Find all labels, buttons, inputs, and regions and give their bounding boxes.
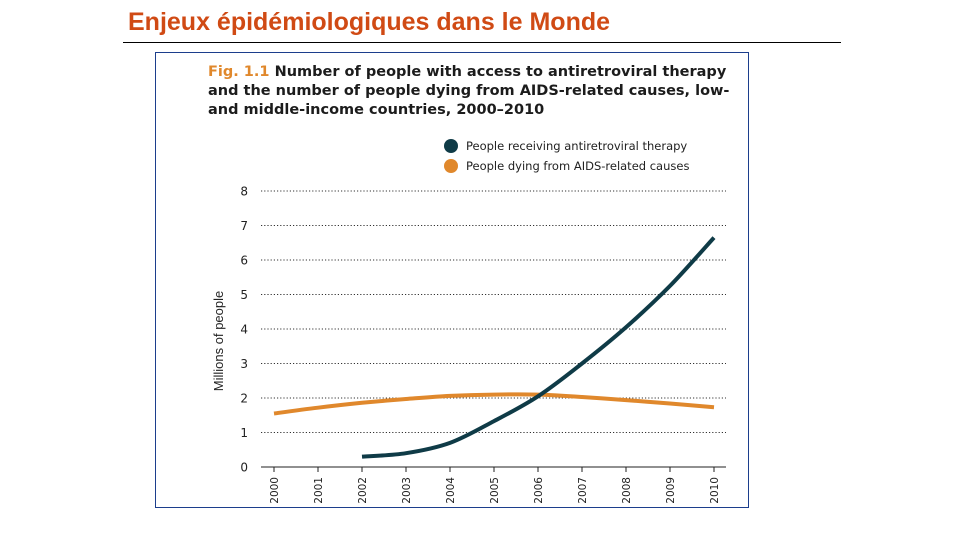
x-tick-label: 2000	[269, 477, 281, 504]
x-tick-label: 2010	[709, 477, 721, 504]
y-tick-label: 8	[240, 185, 248, 199]
series-line-deaths	[273, 392, 715, 416]
slide-title: Enjeux épidémiologiques dans le Monde	[128, 8, 611, 36]
legend-label-art: People receiving antiretroviral therapy	[466, 139, 688, 153]
x-tick-label: 2002	[357, 477, 369, 504]
y-tick-label: 1	[240, 426, 248, 440]
figure-title: Fig. 1.1 Number of people with access to…	[208, 63, 738, 120]
series-line-art	[361, 236, 716, 459]
x-tick-label: 2001	[313, 477, 325, 504]
legend-marker-deaths	[444, 159, 458, 173]
y-tick-label: 3	[240, 357, 248, 371]
x-tick-label: 2005	[489, 477, 501, 504]
y-axis-label: Millions of people	[211, 291, 226, 391]
legend-label-deaths: People dying from AIDS-related causes	[466, 159, 690, 173]
x-tick-label: 2003	[401, 477, 413, 504]
grid-lines	[261, 190, 726, 433]
axes	[261, 466, 726, 472]
x-tick-label: 2009	[665, 477, 677, 504]
x-tick-label: 2006	[533, 477, 545, 504]
series-lines	[273, 236, 716, 459]
y-tick-label: 5	[240, 288, 248, 302]
y-tick-label: 4	[240, 323, 248, 337]
y-tick-labels: 0 1 2 3 4 5 6 7 8	[240, 185, 248, 475]
x-tick-label: 2008	[621, 477, 633, 504]
y-tick-label: 0	[240, 461, 248, 475]
legend-marker-art	[444, 139, 458, 153]
figure-title-text: Number of people with access to antiretr…	[208, 64, 730, 118]
y-tick-label: 7	[240, 219, 248, 233]
x-tick-labels: 2000 2001 2002 2003 2004 2005 2006 2007 2008 2009…	[269, 477, 721, 504]
figure-number: Fig. 1.1	[208, 64, 270, 80]
legend-item-deaths: People dying from AIDS-related causes	[444, 157, 689, 175]
legend-item-art: People receiving antiretroviral therapy	[444, 137, 687, 155]
x-tick-label: 2007	[577, 477, 589, 504]
x-tick-label: 2004	[445, 477, 457, 504]
title-divider	[123, 42, 841, 43]
y-tick-label: 6	[240, 254, 248, 268]
y-tick-label: 2	[240, 392, 248, 406]
